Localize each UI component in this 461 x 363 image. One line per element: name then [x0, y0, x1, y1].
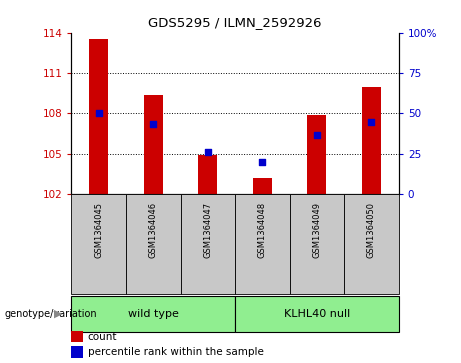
Bar [71, 296, 235, 332]
Text: count: count [88, 331, 117, 342]
Bar [181, 194, 235, 294]
Point [149, 121, 157, 127]
Text: wild type: wild type [128, 309, 179, 319]
Point [259, 159, 266, 165]
Title: GDS5295 / ILMN_2592926: GDS5295 / ILMN_2592926 [148, 16, 322, 29]
Point [95, 110, 102, 116]
Text: genotype/variation: genotype/variation [5, 309, 97, 319]
Point [368, 119, 375, 125]
Bar [235, 194, 290, 294]
Text: GSM1364045: GSM1364045 [94, 202, 103, 258]
Bar [307, 115, 326, 194]
Point [313, 132, 321, 138]
Bar [89, 40, 108, 194]
Text: KLHL40 null: KLHL40 null [284, 309, 350, 319]
Bar [344, 194, 399, 294]
Bar [71, 346, 83, 358]
Bar [126, 194, 181, 294]
Bar [198, 155, 218, 194]
Text: GSM1364046: GSM1364046 [149, 202, 158, 258]
Text: percentile rank within the sample: percentile rank within the sample [88, 347, 264, 357]
Bar [290, 194, 344, 294]
Bar [71, 331, 83, 342]
Text: ▶: ▶ [54, 309, 62, 319]
Text: GSM1364048: GSM1364048 [258, 202, 267, 258]
Text: GSM1364050: GSM1364050 [367, 202, 376, 258]
Bar [144, 95, 163, 194]
Bar [235, 296, 399, 332]
Bar [253, 178, 272, 194]
Text: GSM1364049: GSM1364049 [313, 202, 321, 258]
Point [204, 150, 212, 155]
Text: GSM1364047: GSM1364047 [203, 202, 213, 258]
Bar [71, 194, 126, 294]
Bar [362, 86, 381, 194]
